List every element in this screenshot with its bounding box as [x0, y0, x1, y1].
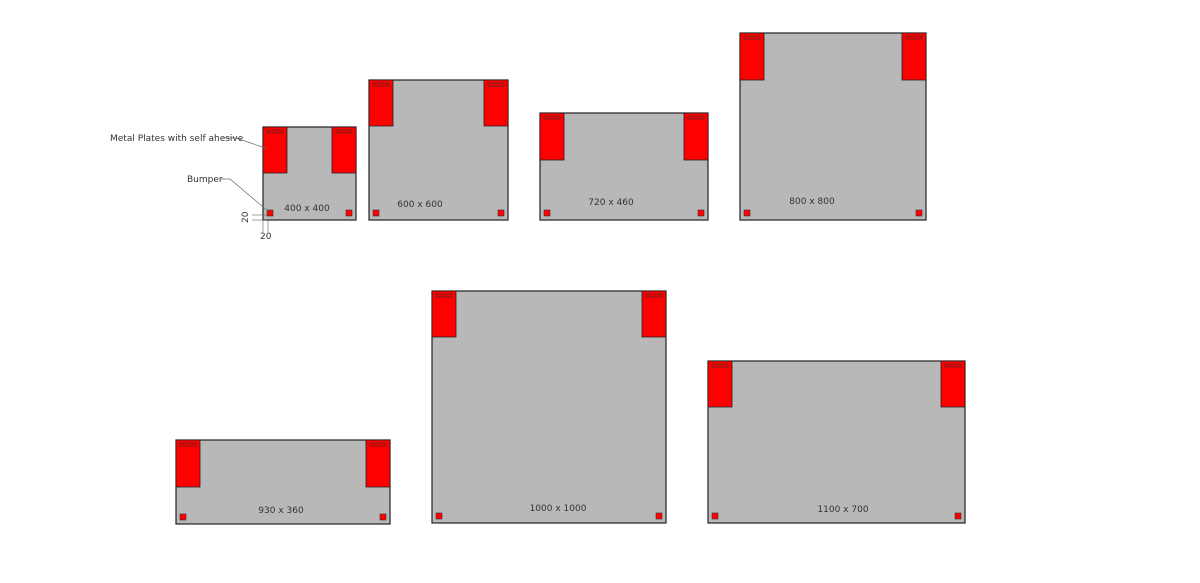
panel-size-label: 800 x 800 — [789, 197, 835, 207]
panel: 1100 x 700 — [707, 360, 966, 524]
metal-plate — [368, 79, 394, 127]
bumper — [655, 512, 663, 520]
panel-size-label: 720 x 460 — [588, 198, 634, 208]
metal-plate — [739, 32, 765, 81]
bumper — [379, 513, 387, 521]
metal-plates-label: Metal Plates with self ahesive — [110, 134, 244, 144]
plate-slot — [543, 115, 561, 120]
panel: 930 x 360 — [175, 439, 391, 525]
panel-size-label: 1000 x 1000 — [530, 504, 587, 514]
bumper — [179, 513, 187, 521]
panel: 400 x 400 — [262, 126, 357, 221]
metal-plate — [641, 290, 667, 338]
bumper — [954, 512, 962, 520]
dim-vertical-label: 20 — [241, 211, 251, 223]
bumper — [266, 209, 274, 217]
panel: 1000 x 1000 — [431, 290, 667, 524]
panel-board — [175, 439, 391, 525]
bumper — [435, 512, 443, 520]
bumper-label: Bumper — [187, 175, 223, 185]
plate-slot — [487, 82, 505, 87]
plate-slot — [266, 129, 284, 134]
bumper — [697, 209, 705, 217]
metal-plate — [483, 79, 509, 127]
plate-slot — [711, 363, 729, 368]
panel-size-label: 930 x 360 — [258, 506, 304, 516]
plate-slot — [435, 293, 453, 298]
plate-slot — [944, 363, 962, 368]
plate-slot — [335, 129, 353, 134]
panel-board — [707, 360, 966, 524]
annotations: Metal Plates with self ahesive Bumper 20… — [110, 134, 272, 242]
panel-size-label: 1100 x 700 — [817, 505, 868, 515]
bumper — [345, 209, 353, 217]
panel-size-label: 600 x 600 — [397, 200, 443, 210]
bumper — [915, 209, 923, 217]
panel: 720 x 460 — [539, 112, 709, 221]
plate-slot — [645, 293, 663, 298]
bumper — [497, 209, 505, 217]
metal-plate — [901, 32, 927, 81]
plate-slot — [687, 115, 705, 120]
metal-plate — [683, 112, 709, 161]
bumper — [372, 209, 380, 217]
metal-plates-leader — [222, 137, 269, 150]
panel-board — [539, 112, 709, 221]
bumper-leader — [220, 178, 270, 213]
bumper — [711, 512, 719, 520]
metal-plate — [365, 439, 391, 488]
panel: 800 x 800 — [739, 32, 927, 221]
plate-slot — [905, 35, 923, 40]
panel-board — [431, 290, 667, 524]
metal-plate — [539, 112, 565, 161]
plate-slot — [369, 442, 387, 447]
metal-plate — [707, 360, 733, 408]
plate-slot — [179, 442, 197, 447]
plate-slot — [743, 35, 761, 40]
metal-plate — [431, 290, 457, 338]
bumper — [743, 209, 751, 217]
bumper — [543, 209, 551, 217]
metal-plate — [175, 439, 201, 488]
panel: 600 x 600 — [368, 79, 509, 221]
metal-plate — [262, 126, 288, 174]
metal-plate — [940, 360, 966, 408]
metal-plate — [331, 126, 357, 174]
panel-board — [739, 32, 927, 221]
panel-size-label: 400 x 400 — [284, 204, 330, 214]
plate-slot — [372, 82, 390, 87]
dim-horizontal-label: 20 — [260, 232, 272, 242]
